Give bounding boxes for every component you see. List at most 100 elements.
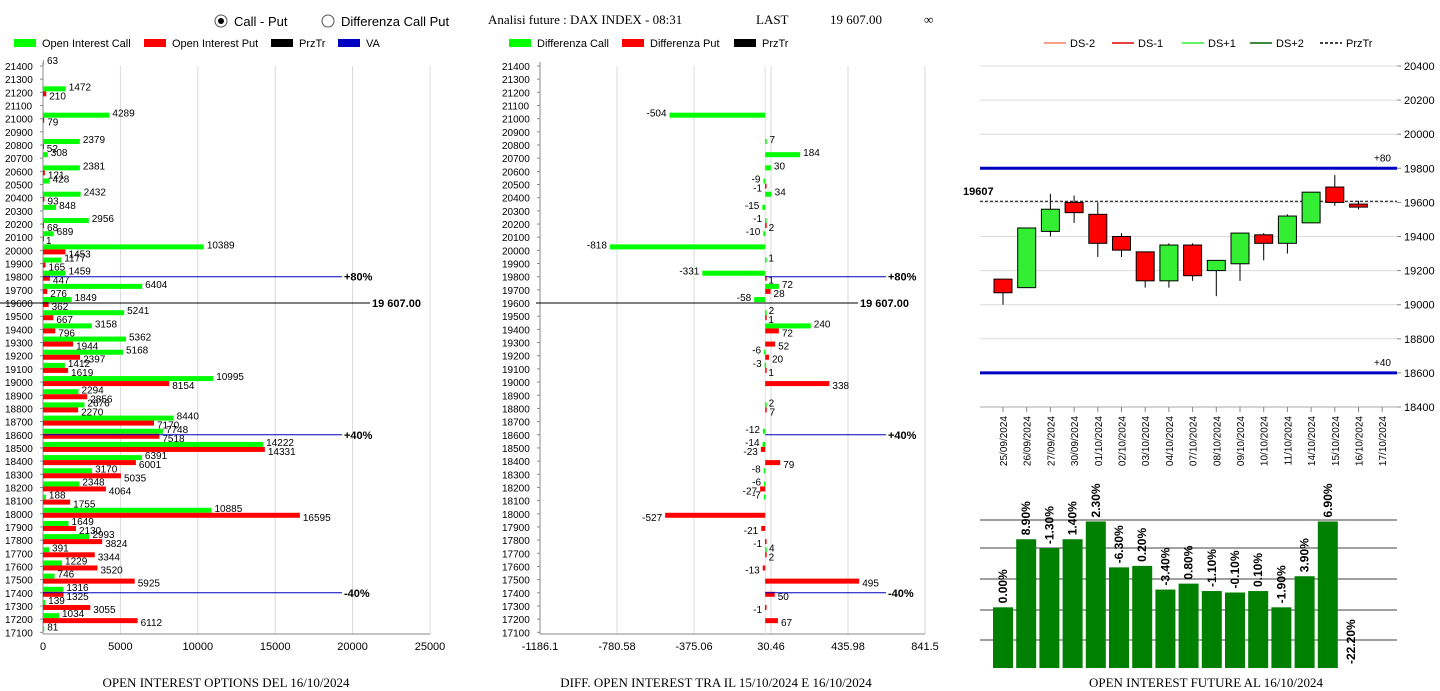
strike-label: 17600 xyxy=(5,562,33,573)
strike-label: 17700 xyxy=(5,549,33,560)
put-bar xyxy=(43,552,95,558)
call-bar xyxy=(43,481,80,487)
legend-label: DS-2 xyxy=(1070,38,1095,50)
x-tick-label: -1186.1 xyxy=(522,641,559,653)
y-tick-label: 19200 xyxy=(1404,266,1435,278)
put-value: 5925 xyxy=(138,579,161,590)
call-bar xyxy=(43,310,125,316)
strike-label: 18600 xyxy=(502,431,530,442)
call-diff-value: 7 xyxy=(770,135,776,146)
level-label: 19 607.00 xyxy=(372,298,421,310)
strike-label: 21000 xyxy=(502,115,530,126)
strike-label: 20100 xyxy=(502,233,530,244)
strike-label: 21300 xyxy=(5,75,33,86)
strike-label: 18100 xyxy=(502,497,530,508)
put-diff-bar xyxy=(765,460,781,466)
legend-label: Open Interest Put xyxy=(172,38,258,50)
call-diff-bar xyxy=(765,257,767,263)
put-bar xyxy=(43,196,45,202)
strike-label: 20000 xyxy=(5,246,33,257)
put-diff-bar xyxy=(760,486,766,492)
call-diff-bar xyxy=(762,441,766,447)
put-bar xyxy=(43,170,45,176)
call-bar xyxy=(43,139,80,145)
oi-bar xyxy=(1062,539,1083,668)
legend-swatch xyxy=(734,39,756,47)
call-value: 3158 xyxy=(95,319,118,330)
call-bar xyxy=(43,547,50,553)
radio-call-put-label[interactable]: Call - Put xyxy=(234,14,288,29)
put-value: 93 xyxy=(47,197,59,208)
last-value: 19 607.00 xyxy=(830,12,882,27)
y-tick-label: 19800 xyxy=(1404,163,1435,175)
put-diff-value: 28 xyxy=(774,289,786,300)
x-tick-label: 25000 xyxy=(415,641,446,653)
call-bar xyxy=(43,428,163,434)
call-diff-value: 4 xyxy=(769,543,775,554)
call-bar xyxy=(43,178,50,184)
call-bar xyxy=(43,257,62,263)
call-value: 1849 xyxy=(75,293,98,304)
open-interest-chart: Open Interest Call Open Interest Put PrzTr… xyxy=(0,38,445,690)
call-diff-bar xyxy=(765,283,779,289)
legend-label: PrzTr xyxy=(762,38,789,50)
strike-label: 21400 xyxy=(5,62,33,73)
put-diff-bar xyxy=(765,578,860,584)
put-diff-bar xyxy=(665,512,766,518)
put-bar xyxy=(43,618,138,624)
x-tick-label: 0 xyxy=(40,641,46,653)
call-diff-value: -14 xyxy=(745,438,760,449)
strike-label: 18700 xyxy=(5,418,33,429)
call-diff-value: -331 xyxy=(679,267,699,278)
strike-label: 17400 xyxy=(5,589,33,600)
put-bar xyxy=(43,91,47,97)
call-bar xyxy=(43,349,124,355)
legend-label: DS+2 xyxy=(1276,38,1304,50)
x-tick-label: 435.98 xyxy=(831,641,865,653)
legend-swatch xyxy=(338,39,360,47)
strike-label: 19200 xyxy=(502,352,530,363)
call-diff-value: 1 xyxy=(768,254,774,265)
put-diff-value: 79 xyxy=(783,460,795,471)
candle-body xyxy=(1254,234,1274,244)
call-diff-bar xyxy=(762,204,766,210)
put-diff-value: 2 xyxy=(769,223,775,234)
radio-diff[interactable] xyxy=(321,14,335,28)
put-bar xyxy=(43,499,71,505)
call-bar xyxy=(43,60,44,65)
strike-label: 20600 xyxy=(5,167,33,178)
price-label: 19607 xyxy=(963,186,994,198)
date-label: 01/10/2024 xyxy=(1094,416,1105,466)
oi-change-label: -1.10% xyxy=(1205,549,1219,587)
call-value: 4289 xyxy=(112,109,135,120)
call-diff-value: -6 xyxy=(752,477,761,488)
strike-label: 18100 xyxy=(5,497,33,508)
radio-call-put-dot xyxy=(218,18,224,24)
strike-label: 17300 xyxy=(5,602,33,613)
strike-label: 19600 xyxy=(502,299,530,310)
put-diff-bar xyxy=(765,381,830,387)
radio-diff-label[interactable]: Differenza Call Put xyxy=(341,14,450,29)
put-diff-bar xyxy=(765,618,778,624)
strike-label: 18800 xyxy=(5,404,33,415)
chart-title: OPEN INTEREST FUTURE AL 16/10/2024 xyxy=(1089,675,1324,690)
call-diff-value: 184 xyxy=(803,148,820,159)
put-diff-bar xyxy=(765,315,767,321)
legend-label: PrzTr xyxy=(299,38,326,50)
call-diff-bar xyxy=(609,244,766,250)
level-label: -40% xyxy=(888,588,914,600)
call-value: 2676 xyxy=(87,398,110,409)
candle-body xyxy=(1135,251,1155,282)
strike-label: 20900 xyxy=(5,128,33,139)
put-bar xyxy=(43,473,121,479)
oi-bar xyxy=(1039,548,1060,668)
call-bar xyxy=(43,468,93,474)
date-label: 16/10/2024 xyxy=(1355,416,1366,466)
call-bar xyxy=(43,402,85,408)
strike-label: 19300 xyxy=(502,339,530,350)
future-candle-chart: DS-2 DS-1 DS+1 DS+2 PrzTr 18400 18600 18800 1900… xyxy=(963,38,1435,466)
call-bar xyxy=(43,323,92,329)
put-diff-bar xyxy=(765,539,767,545)
legend-swatch xyxy=(144,39,166,47)
strike-label: 17800 xyxy=(5,536,33,547)
